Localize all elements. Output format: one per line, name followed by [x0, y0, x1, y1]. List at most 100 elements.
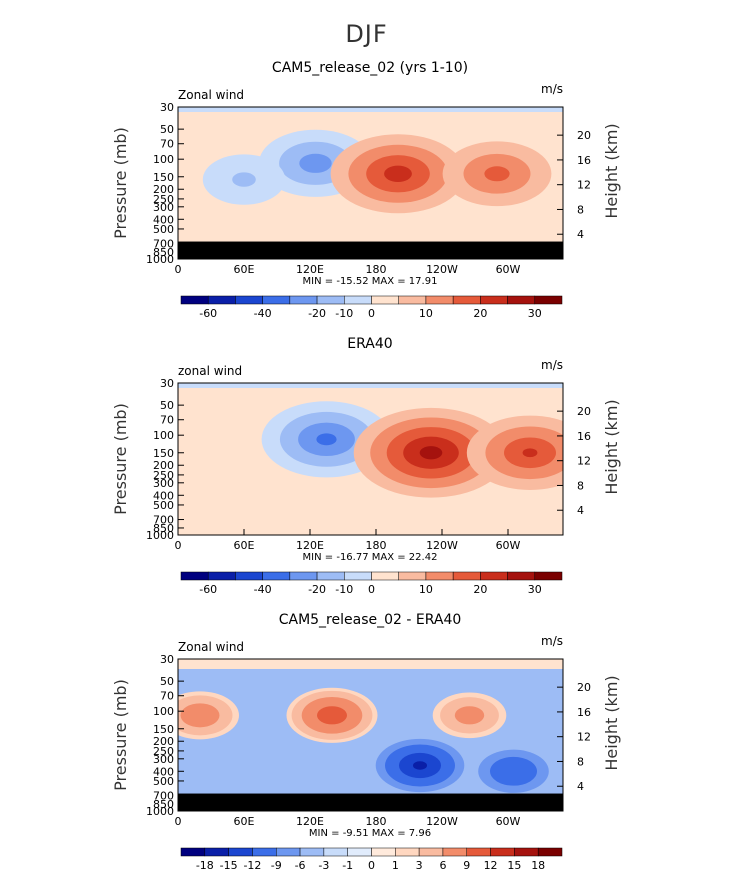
contour-positive-4-3	[484, 166, 510, 182]
colorbar-cell	[534, 295, 563, 305]
y-right-axis-title: Height (km)	[602, 675, 621, 770]
colorbar: -60 -40 -20 -10 0 10 20 30	[180, 571, 563, 596]
panel-2: zonal wind m/s305070100150200250300400500…	[111, 358, 621, 596]
colorbar-label: -1	[342, 859, 353, 872]
colorbar-cell	[395, 847, 420, 857]
colorbar-cell	[276, 847, 301, 857]
contour-negative-2-2	[232, 172, 256, 187]
panel-left-label: Zonal wind	[178, 640, 244, 654]
ytick-label: 1000	[146, 529, 174, 542]
xtick-label: 0	[175, 263, 182, 276]
colorbar-cell	[323, 847, 348, 857]
xtick-label: 120W	[426, 815, 458, 828]
ytick-right-label: 16	[577, 154, 591, 167]
colorbar-cell	[299, 847, 325, 857]
ytick-label: 100	[153, 153, 174, 166]
contour-field	[178, 659, 563, 811]
contour-negative-1-3	[299, 153, 332, 173]
colorbar-label: 20	[473, 583, 487, 596]
plot-frame	[177, 106, 564, 260]
colorbar-cell	[452, 295, 481, 305]
colorbar-label: -60	[199, 307, 217, 320]
units-label: m/s	[541, 82, 563, 96]
ytick-right-label: 4	[577, 228, 584, 241]
panel-left-label: zonal wind	[178, 364, 242, 378]
top-band	[178, 659, 563, 669]
stats-label: MIN = -15.52 MAX = 17.91	[303, 276, 438, 287]
ytick-right-label: 20	[577, 681, 591, 694]
contour-positive-1-4	[317, 706, 347, 725]
colorbar-label: -6	[295, 859, 306, 872]
ytick-right-label: 4	[577, 504, 584, 517]
ytick-label: 500	[153, 223, 174, 236]
colorbar: -60 -40 -20 -10 0 10 20 30	[180, 295, 563, 320]
panel-left-label: Zonal wind	[178, 88, 244, 102]
colorbar-cell	[347, 847, 372, 857]
ytick-label: 700	[153, 514, 174, 527]
colorbar-label: -40	[254, 583, 272, 596]
contour-negative-4-4	[413, 761, 427, 770]
y-axis-title: Pressure (mb)	[111, 679, 130, 791]
colorbar-label: -20	[308, 583, 326, 596]
y-axis-title: Pressure (mb)	[111, 403, 130, 515]
ytick-label: 500	[153, 775, 174, 788]
colorbar-cell	[514, 847, 539, 857]
colorbar-cell	[534, 571, 563, 581]
colorbar: -18 -15 -12 -9 -6 -3 -1 0 1 3 6 9 12 15 18	[180, 847, 563, 872]
ytick-right-label: 8	[577, 755, 584, 768]
ytick-label: 30	[160, 653, 174, 666]
xtick-label: 120E	[296, 263, 324, 276]
colorbar-cell	[235, 295, 263, 305]
colorbar-label: 0	[368, 583, 375, 596]
xtick-label: 60E	[234, 815, 255, 828]
contour-positive-3-4	[522, 448, 538, 458]
xtick-label: 180	[366, 815, 387, 828]
ytick-label: 850	[153, 522, 174, 535]
colorbar-label: 15	[507, 859, 521, 872]
ytick-label: 50	[160, 399, 174, 412]
ytick-label: 50	[160, 123, 174, 136]
colorbar-label: 9	[463, 859, 470, 872]
figure-title: DJF	[345, 20, 388, 48]
colorbar-cell	[507, 295, 536, 305]
xtick-label: 120W	[426, 539, 458, 552]
ytick-right-label: 20	[577, 129, 591, 142]
colorbar-cell	[398, 571, 427, 581]
colorbar-cell	[418, 847, 444, 857]
plot-frame	[177, 382, 564, 536]
ytick-label: 400	[153, 489, 174, 502]
colorbar-label: -3	[318, 859, 329, 872]
ytick-label: 400	[153, 765, 174, 778]
ytick-right-label: 8	[577, 479, 584, 492]
stats-label: MIN = -16.77 MAX = 22.42	[303, 552, 438, 563]
colorbar-label: -10	[335, 583, 353, 596]
colorbar-cell	[480, 571, 508, 581]
ytick-label: 150	[153, 723, 174, 736]
xtick-label: 60W	[496, 539, 521, 552]
ytick-label: 70	[160, 414, 174, 427]
colorbar-label: -10	[335, 307, 353, 320]
colorbar-label: 0	[368, 859, 375, 872]
panel-1: Zonal wind m/s305070100150200250300400500…	[111, 82, 621, 320]
ytick-label: 400	[153, 213, 174, 226]
ytick-label: 300	[153, 477, 174, 490]
colorbar-label: 0	[368, 307, 375, 320]
colorbar-cell	[289, 295, 318, 305]
colorbar-cell	[207, 571, 236, 581]
ytick-right-label: 12	[577, 731, 591, 744]
colorbar-cell	[344, 295, 372, 305]
ytick-label: 1000	[146, 805, 174, 818]
colorbar-cell	[316, 571, 345, 581]
colorbar-cell	[371, 295, 399, 305]
xtick-label: 60E	[234, 263, 255, 276]
ytick-label: 200	[153, 459, 174, 472]
contour-positive-2-5	[419, 446, 443, 460]
surface-mask	[178, 793, 563, 811]
colorbar-label: -40	[254, 307, 272, 320]
colorbar-cell	[344, 571, 372, 581]
colorbar-cell	[180, 571, 209, 581]
colorbar-label: -15	[220, 859, 238, 872]
colorbar-cell	[180, 295, 209, 305]
colorbar-cell	[371, 571, 399, 581]
contour-negative-5-2	[490, 756, 537, 786]
